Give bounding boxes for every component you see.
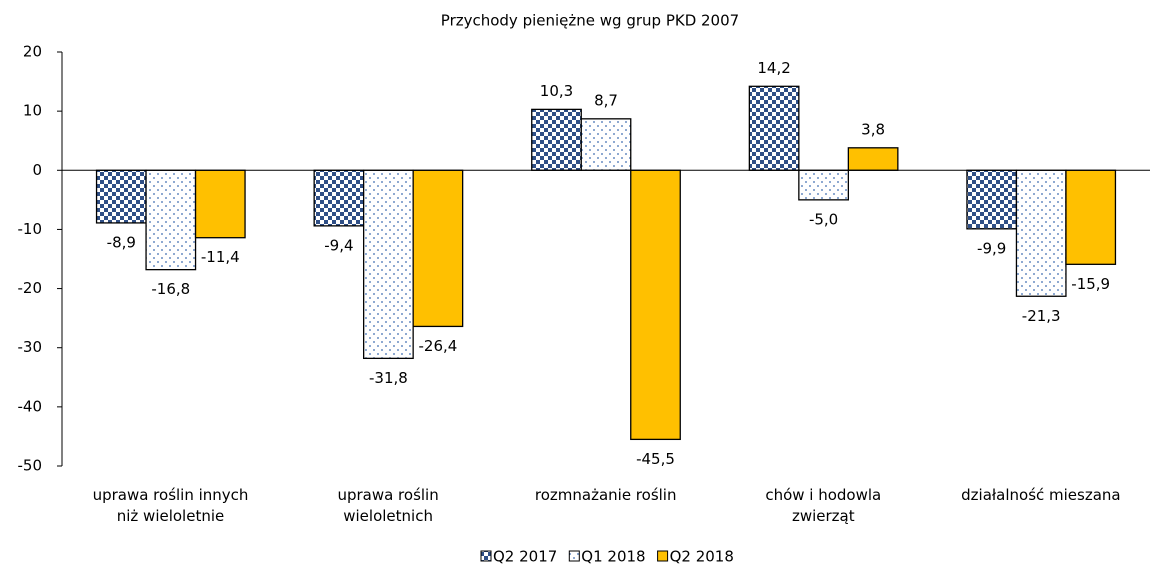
y-tick-label: 10: [23, 102, 42, 120]
chart-title: Przychody pieniężne wg grup PKD 2007: [441, 12, 739, 30]
bar: [194, 169, 246, 239]
data-label: -15,9: [1071, 275, 1110, 293]
bar: [531, 108, 582, 171]
data-label: 10,3: [540, 82, 573, 100]
legend-swatch: [480, 550, 492, 562]
bar: [1065, 169, 1117, 265]
data-label: 8,7: [594, 91, 618, 109]
bar: [966, 169, 1018, 230]
bar: [580, 118, 632, 171]
y-tick-label: -10: [18, 220, 43, 238]
data-label: -5,0: [809, 210, 838, 228]
bar: [313, 169, 365, 227]
legend-label: Q1 2018: [581, 548, 645, 566]
y-tick-label: -40: [18, 397, 43, 415]
bar: [412, 169, 464, 328]
x-tick-label: rozmnażanie roślin: [534, 486, 677, 504]
bar: [847, 147, 899, 171]
data-label: 14,2: [757, 59, 790, 77]
data-label: -8,9: [107, 233, 136, 251]
legend-swatch: [657, 550, 669, 562]
y-tick-label: -50: [18, 457, 43, 475]
legend-swatch: [568, 550, 580, 562]
bar: [95, 169, 147, 224]
data-label: -9,4: [324, 236, 353, 254]
bar: [362, 169, 414, 360]
x-tick-label: działalność mieszana: [961, 486, 1121, 504]
x-tick-label: chów i hodowla zwierząt: [765, 486, 882, 525]
data-label: -21,3: [1022, 307, 1061, 325]
x-tick-label: uprawa roślin wieloletnich: [337, 486, 439, 525]
data-label: -16,8: [151, 280, 190, 298]
x-tick-label: uprawa roślin innych niż wieloletnie: [92, 486, 249, 525]
data-label: -26,4: [418, 337, 457, 355]
bar: [1015, 169, 1067, 297]
y-tick-label: -30: [18, 338, 43, 356]
y-tick-label: 20: [23, 43, 42, 61]
y-tick-label: 0: [32, 161, 42, 179]
data-label: 3,8: [861, 120, 885, 138]
data-label: -45,5: [636, 450, 675, 468]
y-tick-label: -20: [18, 279, 43, 297]
bar: [145, 169, 197, 271]
legend-label: Q2 2018: [670, 548, 734, 566]
bar: [630, 169, 681, 441]
bar: [798, 169, 849, 201]
data-label: -31,8: [369, 369, 408, 387]
legend-label: Q2 2017: [493, 548, 557, 566]
data-label: -9,9: [977, 239, 1006, 257]
bar: [748, 85, 800, 171]
data-label: -11,4: [201, 248, 240, 266]
